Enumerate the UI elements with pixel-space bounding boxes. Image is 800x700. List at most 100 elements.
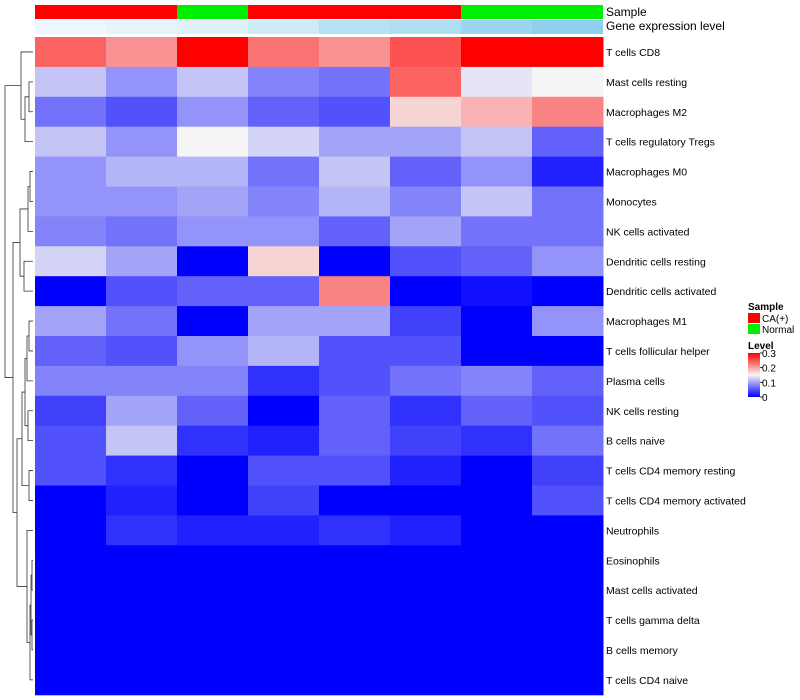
heatmap-cell	[461, 365, 533, 397]
heatmap-cell	[319, 605, 391, 636]
heatmap-cell	[319, 306, 391, 337]
legend-tick-label: 0.2	[762, 364, 776, 375]
gene-expression-annotation-label: Gene expression level	[606, 19, 725, 33]
heatmap-cell	[532, 485, 604, 516]
heatmap-cell	[390, 96, 462, 128]
legend-item-label: CA(+)	[762, 314, 788, 325]
heatmap-cell	[35, 96, 107, 128]
heatmap-cell	[177, 246, 249, 277]
heatmap-cell	[390, 425, 462, 457]
heatmap-cell	[319, 365, 391, 397]
heatmap-cell	[461, 186, 533, 217]
heatmap-cell	[390, 216, 462, 247]
heatmap-cell	[390, 485, 462, 516]
dendrogram-branch	[12, 242, 20, 513]
heatmap-cell	[177, 216, 249, 247]
row-labels: T cells CD8 Mast cells resting Macrophages…	[606, 47, 746, 687]
heatmap-cell	[461, 306, 533, 337]
legend-sample-title: Sample	[748, 302, 784, 313]
heatmap-cell	[35, 485, 107, 516]
heatmap-cell	[177, 605, 249, 636]
heatmap-cell	[106, 216, 178, 247]
row-label: B cells memory	[606, 645, 679, 657]
dendrogram-branch	[23, 260, 33, 292]
heatmap-cell	[390, 545, 462, 576]
heatmap-cell	[177, 545, 249, 576]
heatmap-cell	[461, 515, 533, 546]
row-label: T cells CD4 memory resting	[606, 466, 735, 478]
heatmap-cell	[532, 216, 604, 247]
heatmap-cell	[177, 575, 249, 606]
heatmap-cell	[461, 545, 533, 576]
annotation-bars	[35, 5, 603, 34]
heatmap-cell	[532, 306, 604, 337]
dendrogram-branch	[31, 619, 33, 651]
heatmap-cell	[35, 575, 107, 606]
heatmap-cell	[461, 635, 533, 666]
dendrogram-branch	[27, 410, 33, 442]
heatmap-cell	[461, 395, 533, 427]
heatmap-cell	[461, 664, 533, 696]
heatmap-cells	[35, 37, 604, 696]
heatmap-cell	[248, 156, 320, 187]
heatmap-cell	[532, 635, 604, 666]
heatmap-cell	[319, 635, 391, 666]
heatmap-cell	[390, 126, 462, 158]
row-label: T cells gamma delta	[606, 615, 700, 627]
heatmap-cell	[35, 455, 107, 486]
heatmap-cell	[390, 156, 462, 187]
heatmap-cell	[35, 365, 107, 397]
legend-level-title: Level	[748, 341, 774, 352]
heatmap-cell	[461, 605, 533, 636]
dendrogram-branch	[28, 320, 33, 352]
heatmap-cell	[532, 246, 604, 277]
heatmap-cell	[177, 455, 249, 486]
heatmap-cell	[390, 66, 462, 98]
heatmap-cell	[248, 37, 320, 68]
heatmap-cell	[35, 37, 107, 68]
heatmap-cell	[35, 635, 107, 666]
heatmap-cell	[248, 186, 320, 217]
heatmap-cell	[390, 365, 462, 397]
heatmap-cell	[248, 545, 320, 576]
dendrogram-branch	[28, 81, 33, 113]
gene-expression-annotation-cell	[532, 20, 603, 34]
heatmap-cell	[177, 126, 249, 158]
heatmap-cell	[35, 425, 107, 457]
row-dendrogram	[4, 51, 33, 681]
heatmap-cell	[35, 395, 107, 427]
heatmap-cell	[319, 336, 391, 367]
heatmap-cell	[319, 186, 391, 217]
row-label: T cells CD8	[606, 47, 660, 59]
heatmap-cell	[319, 66, 391, 98]
heatmap-cell	[106, 156, 178, 187]
heatmap-cell	[390, 395, 462, 427]
sample-annotation-cell	[319, 5, 390, 19]
heatmap-cell	[248, 66, 320, 98]
heatmap-cell	[106, 664, 178, 696]
row-label: Macrophages M1	[606, 316, 687, 328]
gene-expression-annotation-cell	[177, 20, 248, 34]
sample-annotation-cell	[35, 5, 106, 19]
heatmap-cell	[461, 156, 533, 187]
heatmap-cell	[177, 515, 249, 546]
legend-tick-label: 0.1	[762, 378, 776, 389]
heatmap-cell	[319, 545, 391, 576]
heatmap-cell	[35, 336, 107, 367]
heatmap-cell	[248, 664, 320, 696]
dendrogram-branch	[24, 358, 28, 427]
row-label: Plasma cells	[606, 376, 665, 388]
heatmap-cell	[319, 276, 391, 307]
heatmap-cell	[35, 66, 107, 98]
dendrogram-branch	[4, 85, 21, 378]
heatmap-cell	[248, 515, 320, 546]
legend-sample-items: CA(+)Normal	[748, 313, 794, 336]
heatmap-cell	[319, 96, 391, 128]
dendrogram-branch	[26, 335, 33, 382]
heatmap-cell	[319, 395, 391, 427]
sample-annotation-cell	[532, 5, 603, 19]
row-label: Macrophages M0	[606, 167, 687, 179]
gene-expression-annotation-cell	[248, 20, 319, 34]
heatmap-cell	[532, 365, 604, 397]
heatmap-cell	[461, 37, 533, 68]
